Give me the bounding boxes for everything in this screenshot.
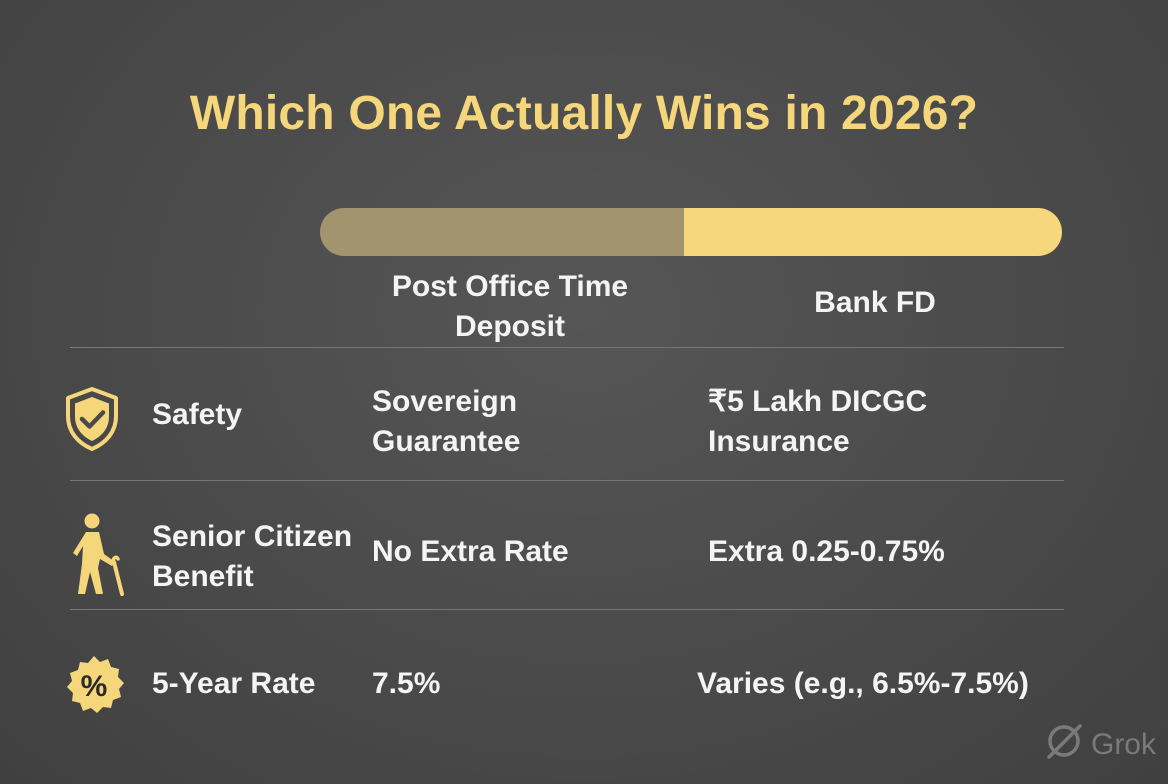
bank-fd-value: ₹5 Lakh DICGC Insurance (708, 385, 928, 458)
grok-logo-icon (1043, 720, 1085, 770)
row-label: Safety (152, 398, 243, 431)
senior-citizen-icon (70, 512, 128, 601)
table-divider (70, 480, 1064, 481)
grok-watermark: Grok (1043, 720, 1156, 770)
row-label: Senior Citizen Benefit (152, 520, 353, 593)
post-office-value: Sovereign Guarantee (372, 385, 521, 458)
table-divider (70, 609, 1064, 610)
row-label: 5-Year Rate (152, 667, 316, 700)
post-office-value: 7.5% (372, 667, 441, 700)
table-divider (70, 347, 1064, 348)
comparison-bar-bank-fd-segment (683, 208, 1062, 256)
page-title: Which One Actually Wins in 2026? (189, 87, 979, 140)
comparison-bar (320, 208, 1062, 256)
shield-check-icon (64, 386, 120, 457)
post-office-value: No Extra Rate (372, 535, 569, 568)
comparison-bar-post-office-segment (320, 208, 684, 256)
column-header-post-office: Post Office Time Deposit (391, 270, 629, 343)
watermark-text: Grok (1090, 728, 1156, 761)
percent-badge-icon: % (62, 653, 126, 722)
bank-fd-value: Extra 0.25-0.75% (708, 535, 945, 568)
bank-fd-value: Varies (e.g., 6.5%-7.5%) (697, 667, 1029, 700)
column-header-bank-fd: Bank FD (814, 286, 936, 319)
svg-text:%: % (81, 670, 108, 703)
